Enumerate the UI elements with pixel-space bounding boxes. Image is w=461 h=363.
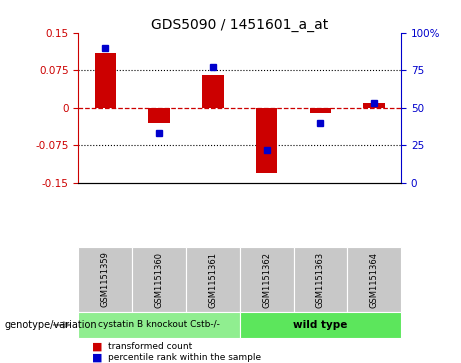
Bar (363, 103, 385, 107)
Text: transformed count: transformed count (108, 342, 193, 351)
Text: GSM1151363: GSM1151363 (316, 252, 325, 307)
Text: GSM1151364: GSM1151364 (370, 252, 378, 307)
Text: wild type: wild type (293, 320, 348, 330)
Bar (310, 107, 331, 113)
Bar (95, 53, 116, 107)
Bar (148, 107, 170, 123)
Bar (202, 75, 224, 107)
Text: percentile rank within the sample: percentile rank within the sample (108, 353, 261, 362)
Text: genotype/variation: genotype/variation (5, 320, 97, 330)
Bar (256, 107, 278, 172)
Text: cystatin B knockout Cstb-/-: cystatin B knockout Cstb-/- (98, 321, 220, 329)
Text: GSM1151362: GSM1151362 (262, 252, 271, 307)
Text: GSM1151361: GSM1151361 (208, 252, 217, 307)
Text: GSM1151360: GSM1151360 (154, 252, 164, 307)
Title: GDS5090 / 1451601_a_at: GDS5090 / 1451601_a_at (151, 18, 328, 32)
Text: GSM1151359: GSM1151359 (101, 252, 110, 307)
Text: ■: ■ (92, 342, 103, 352)
Text: ■: ■ (92, 352, 103, 363)
